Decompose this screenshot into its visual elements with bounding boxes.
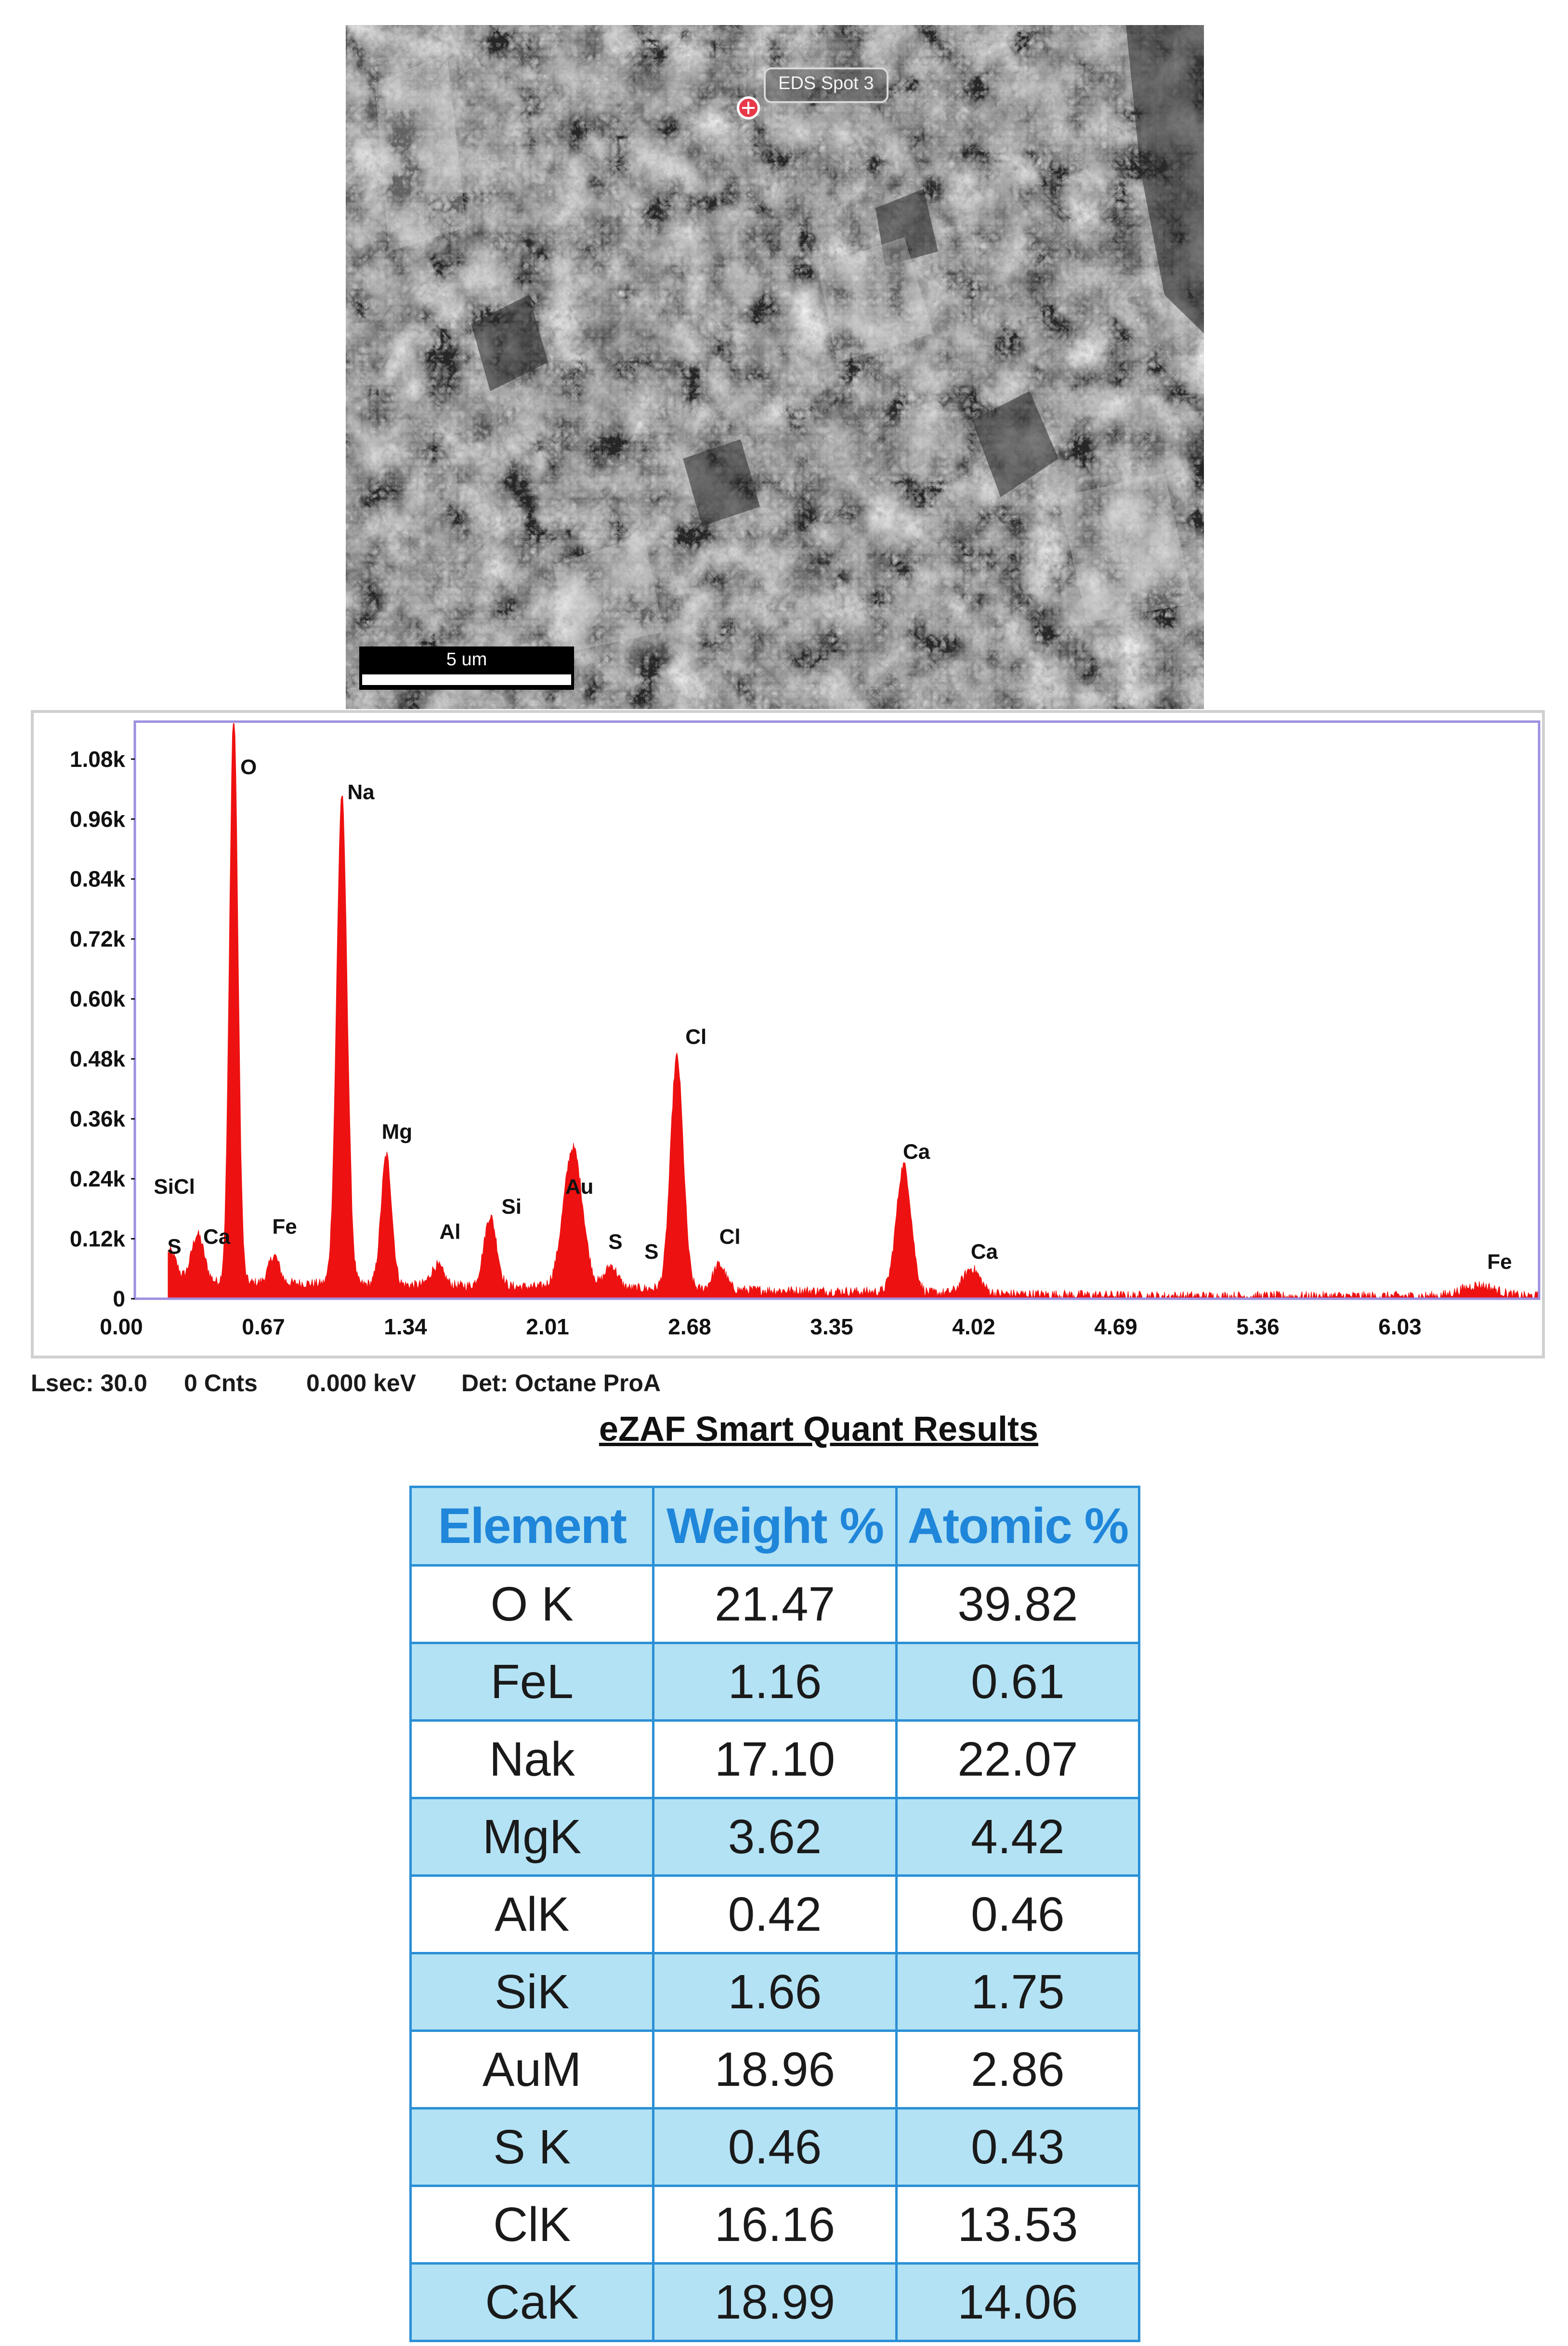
sem-texture <box>346 25 1204 709</box>
table-header-row: Element Weight % Atomic % <box>409 1486 1141 1567</box>
peak-label: Cl <box>719 1225 741 1249</box>
x-tick-label: 5.36 <box>1236 1314 1280 1339</box>
results-table: Element Weight % Atomic % O K 21.47 39.8… <box>409 1486 1141 2342</box>
table-row: SiK 1.66 1.75 <box>409 1952 1141 2032</box>
y-tick-label: 0.24k <box>70 1166 126 1191</box>
peak-label: Al <box>439 1220 460 1244</box>
x-tick-label: 2.68 <box>668 1314 711 1339</box>
peak-label: S <box>644 1240 658 1264</box>
weight-cell: 17.10 <box>652 1719 898 1799</box>
peak-label: Ca <box>971 1240 998 1264</box>
atomic-cell: 4.42 <box>895 1797 1141 1877</box>
element-cell: O K <box>409 1564 655 1644</box>
x-tick-label: 4.69 <box>1094 1314 1137 1339</box>
atomic-cell: 0.61 <box>895 1642 1141 1722</box>
y-tick-label: 0.36k <box>70 1107 126 1132</box>
table-row: AlK 0.42 0.46 <box>409 1874 1141 1954</box>
x-tick-label: 3.35 <box>810 1314 853 1339</box>
eds-spot-marker-icon <box>737 96 760 119</box>
peak-label: Au <box>565 1175 594 1199</box>
y-tick-label: 0.12k <box>70 1226 126 1252</box>
element-cell: FeL <box>409 1642 655 1722</box>
scale-bar-line <box>362 674 571 685</box>
atomic-cell: 0.46 <box>895 1874 1141 1954</box>
weight-cell: 3.62 <box>652 1797 898 1877</box>
atomic-cell: 1.75 <box>895 1952 1141 2032</box>
table-row: S K 0.46 0.43 <box>409 2107 1141 2187</box>
peak-label: S <box>167 1235 181 1259</box>
y-tick-label: 0.72k <box>70 926 126 951</box>
atomic-cell: 39.82 <box>895 1564 1141 1644</box>
atomic-cell: 13.53 <box>895 2185 1141 2265</box>
weight-cell: 16.16 <box>652 2185 898 2265</box>
weight-cell: 1.66 <box>652 1952 898 2032</box>
y-tick-label: 0.48k <box>70 1046 126 1071</box>
x-tick-label: 2.01 <box>526 1314 569 1339</box>
y-tick-label: 0.60k <box>70 987 126 1012</box>
counts-readout: 0 Cnts <box>184 1370 258 1397</box>
peak-label: Cl <box>685 1025 706 1049</box>
header-atomic: Atomic % <box>895 1486 1141 1567</box>
y-tick-label: 0.96k <box>70 806 126 831</box>
table-row: O K 21.47 39.82 <box>409 1564 1141 1644</box>
atomic-cell: 14.06 <box>895 2262 1141 2342</box>
atomic-cell: 0.43 <box>895 2107 1141 2187</box>
element-cell: SiK <box>409 1952 655 2032</box>
element-cell: ClK <box>409 2185 655 2265</box>
x-tick-label: 4.02 <box>952 1314 995 1339</box>
results-title: eZAF Smart Quant Results <box>599 1410 1039 1449</box>
peak-label: Ca <box>903 1140 930 1164</box>
y-tick-label: 0 <box>113 1286 125 1311</box>
x-tick-label: 1.34 <box>384 1314 427 1339</box>
peak-label: Mg <box>382 1120 413 1144</box>
element-cell: S K <box>409 2107 655 2187</box>
weight-cell: 0.46 <box>652 2107 898 2187</box>
atomic-cell: 2.86 <box>895 2030 1141 2109</box>
element-cell: Nak <box>409 1719 655 1799</box>
element-cell: MgK <box>409 1797 655 1877</box>
weight-cell: 18.99 <box>652 2262 898 2342</box>
header-element: Element <box>409 1486 655 1567</box>
energy-readout: 0.000 keV <box>306 1370 416 1397</box>
y-tick-label: 1.08k <box>70 747 126 772</box>
peak-label: Fe <box>1487 1250 1512 1274</box>
peak-label: Fe <box>272 1215 297 1239</box>
detector-name: Det: Octane ProA <box>461 1370 661 1397</box>
peak-label: S <box>608 1230 622 1253</box>
weight-cell: 0.42 <box>652 1874 898 1954</box>
table-row: MgK 3.62 4.42 <box>409 1797 1141 1877</box>
table-row: CaK 18.99 14.06 <box>409 2262 1141 2342</box>
element-cell: AlK <box>409 1874 655 1954</box>
weight-cell: 18.96 <box>652 2030 898 2109</box>
peak-label: SiCl <box>154 1175 195 1199</box>
eds-spot-label: EDS Spot 3 <box>764 67 889 103</box>
element-cell: CaK <box>409 2262 655 2342</box>
atomic-cell: 22.07 <box>895 1719 1141 1799</box>
y-tick-label: 0.84k <box>70 867 126 892</box>
x-tick-label: 6.03 <box>1378 1314 1422 1339</box>
weight-cell: 21.47 <box>652 1564 898 1644</box>
table-row: AuM 18.96 2.86 <box>409 2030 1141 2109</box>
eds-spectrum-panel: S SiCl Ca O Fe Na Mg Al Si Au S S Cl Cl Ca Ca Fe 0 0.12k 0… <box>31 710 1545 1358</box>
spectrum-area <box>168 723 1539 1300</box>
peak-label: Si <box>501 1195 522 1219</box>
scale-bar-label: 5 um <box>446 649 487 670</box>
live-seconds: Lsec: 30.0 <box>31 1370 147 1397</box>
table-row: FeL 1.16 0.61 <box>409 1642 1141 1722</box>
x-tick-label: 0.00 <box>100 1314 143 1339</box>
x-tick-label: 0.67 <box>242 1314 285 1339</box>
peak-label: Na <box>347 780 375 804</box>
table-row: Nak 17.10 22.07 <box>409 1719 1141 1799</box>
scale-bar: 5 um <box>359 646 574 690</box>
peak-label: Ca <box>203 1225 231 1249</box>
table-row: ClK 16.16 13.53 <box>409 2185 1141 2265</box>
plot-frame <box>133 720 1541 1300</box>
sem-micrograph: EDS Spot 3 5 um <box>346 25 1204 709</box>
weight-cell: 1.16 <box>652 1642 898 1722</box>
element-cell: AuM <box>409 2030 655 2109</box>
peak-label: O <box>240 755 257 779</box>
header-weight: Weight % <box>652 1486 898 1567</box>
